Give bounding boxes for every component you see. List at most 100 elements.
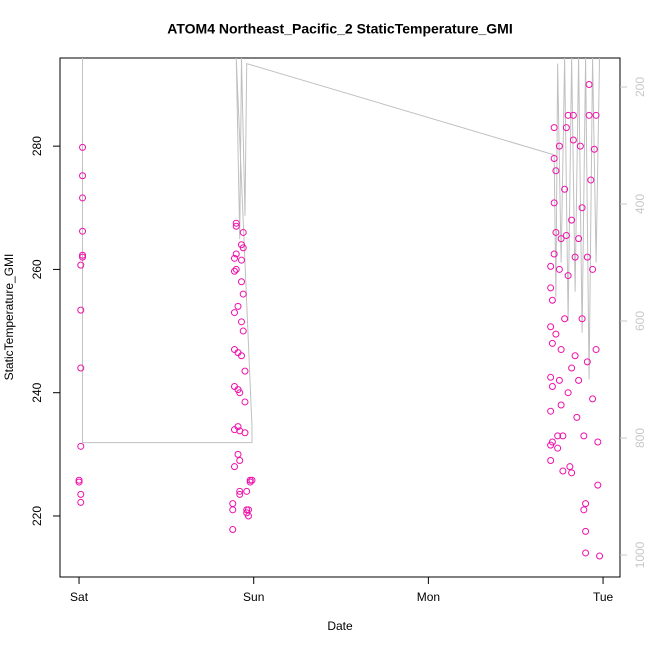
data-point xyxy=(578,315,586,323)
data-point xyxy=(562,124,570,132)
data-point xyxy=(561,315,569,323)
data-point xyxy=(557,346,565,354)
data-point xyxy=(79,251,87,259)
data-point xyxy=(592,346,600,354)
data-point xyxy=(569,136,577,144)
data-point xyxy=(559,467,567,475)
data-point xyxy=(557,401,565,409)
plot-area xyxy=(75,58,604,560)
data-point xyxy=(79,143,87,151)
data-point xyxy=(232,265,240,273)
data-point xyxy=(554,432,562,440)
data-point xyxy=(229,500,237,508)
data-point xyxy=(568,216,576,224)
data-point xyxy=(241,367,249,375)
data-point xyxy=(590,145,598,153)
data-point xyxy=(236,487,244,495)
data-point xyxy=(564,111,572,119)
data-point xyxy=(239,290,247,298)
data-point xyxy=(548,296,556,304)
data-point xyxy=(547,407,555,415)
data-point xyxy=(550,250,558,258)
y2-tick-label: 600 xyxy=(633,311,647,331)
data-point xyxy=(79,194,87,202)
data-point xyxy=(547,373,555,381)
data-point xyxy=(232,250,240,258)
data-point xyxy=(559,432,567,440)
data-point xyxy=(236,457,244,465)
y-tick-label: 220 xyxy=(30,506,44,526)
data-point xyxy=(547,284,555,292)
data-point xyxy=(230,463,238,471)
data-point xyxy=(547,323,555,331)
x-tick-label: Mon xyxy=(417,590,440,604)
y2-tick-label: 200 xyxy=(633,77,647,97)
data-point xyxy=(571,253,579,261)
data-point xyxy=(548,438,556,446)
data-point xyxy=(566,463,574,471)
data-point xyxy=(229,506,237,514)
data-point xyxy=(77,498,85,506)
data-point xyxy=(77,490,85,498)
data-point xyxy=(596,552,604,560)
data-point xyxy=(589,265,597,273)
data-point xyxy=(237,256,245,264)
data-point xyxy=(568,469,576,477)
data-point xyxy=(234,423,242,431)
data-point xyxy=(592,111,600,119)
data-point xyxy=(234,450,242,458)
data-point xyxy=(580,432,588,440)
x-tick-label: Tue xyxy=(593,590,614,604)
data-point xyxy=(548,339,556,347)
data-point xyxy=(232,222,240,230)
x-axis-label: Date xyxy=(327,619,353,633)
data-point xyxy=(585,81,593,89)
data-point xyxy=(550,199,558,207)
data-point xyxy=(236,490,244,498)
data-point xyxy=(239,327,247,335)
data-point xyxy=(580,506,588,514)
data-point xyxy=(554,444,562,452)
data-point xyxy=(583,253,591,261)
x-tick-label: Sun xyxy=(243,590,264,604)
data-point xyxy=(77,306,85,314)
data-point xyxy=(552,167,560,175)
data-point xyxy=(575,376,583,384)
plot-frame xyxy=(59,57,621,578)
data-point xyxy=(550,124,558,132)
data-point xyxy=(582,500,590,508)
y-tick-label: 260 xyxy=(30,259,44,279)
data-point xyxy=(555,142,563,150)
data-point xyxy=(244,506,252,514)
data-point xyxy=(583,358,591,366)
data-point xyxy=(75,476,83,484)
y2-tick-label: 1000 xyxy=(633,541,647,568)
data-point xyxy=(75,478,83,486)
data-point xyxy=(585,111,593,119)
data-point xyxy=(571,352,579,360)
data-point xyxy=(229,526,237,534)
chart-title: ATOM4 Northeast_Pacific_2 StaticTemperat… xyxy=(167,21,512,37)
data-point xyxy=(79,253,87,261)
data-point xyxy=(237,352,245,360)
data-point xyxy=(77,261,85,269)
data-point xyxy=(236,389,244,397)
data-point xyxy=(582,527,590,535)
data-point xyxy=(561,185,569,193)
y-tick-label: 280 xyxy=(30,136,44,156)
data-point xyxy=(548,383,556,391)
data-point xyxy=(578,204,586,212)
data-point xyxy=(237,278,245,286)
data-point xyxy=(568,364,576,372)
data-point xyxy=(550,154,558,162)
x-tick-label: Sat xyxy=(70,590,89,604)
data-point xyxy=(239,228,247,236)
data-point xyxy=(562,232,570,240)
data-point xyxy=(576,142,584,150)
data-point xyxy=(569,111,577,119)
data-point xyxy=(79,172,87,180)
data-point xyxy=(241,398,249,406)
data-point xyxy=(246,476,254,484)
y2-tick-label: 800 xyxy=(633,428,647,448)
